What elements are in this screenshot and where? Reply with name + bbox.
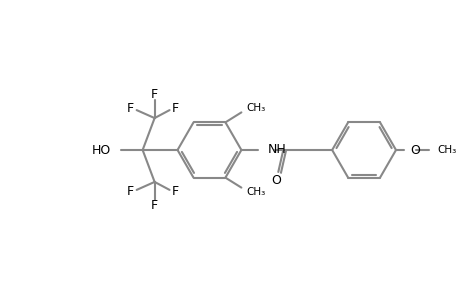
Text: F: F (127, 185, 134, 198)
Text: O: O (271, 174, 280, 188)
Text: HO: HO (91, 143, 111, 157)
Text: F: F (151, 200, 158, 212)
Text: CH₃: CH₃ (246, 187, 265, 196)
Text: CH₃: CH₃ (436, 145, 455, 155)
Text: F: F (151, 88, 158, 100)
Text: NH: NH (267, 142, 285, 155)
Text: F: F (172, 102, 179, 115)
Text: O: O (409, 143, 419, 157)
Text: F: F (172, 185, 179, 198)
Text: F: F (127, 102, 134, 115)
Text: CH₃: CH₃ (246, 103, 265, 113)
